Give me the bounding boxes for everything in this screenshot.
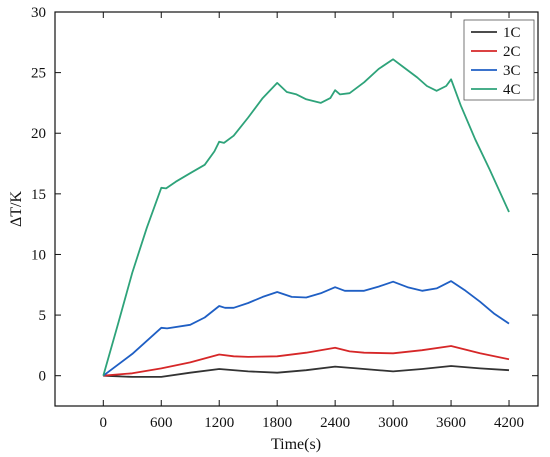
y-tick-label: 10 (31, 247, 46, 263)
series-lines (102, 58, 510, 378)
x-tick-label: 3600 (436, 415, 466, 431)
y-tick-label: 20 (31, 126, 46, 142)
legend-box (463, 19, 535, 101)
plot-area (54, 11, 539, 407)
x-tick-label: 0 (100, 415, 108, 431)
x-tick-label: 3000 (378, 415, 408, 431)
legend-label-4c: 4C (503, 82, 521, 98)
y-tick-label: 5 (39, 308, 47, 324)
legend: 1C 2C 3C 4C (463, 19, 535, 101)
legend-label-3c: 3C (503, 63, 521, 79)
y-axis-title: ΔT/K (8, 191, 25, 228)
x-tick-label: 2400 (320, 415, 350, 431)
x-tick-label: 4200 (494, 415, 524, 431)
legend-label-1c: 1C (503, 25, 521, 41)
axis-ticks: 0 600 1200 1800 2400 3000 3600 4200 0 5 10 15 20 25 30 (31, 5, 538, 431)
series-line-4c (102, 58, 510, 376)
x-tick-label: 1200 (204, 415, 234, 431)
x-tick-label: 1800 (262, 415, 292, 431)
x-axis-title: Time(s) (271, 436, 321, 453)
series-line-1c (103, 365, 510, 378)
y-tick-label: 15 (31, 187, 46, 203)
x-tick-label: 600 (150, 415, 173, 431)
y-tick-label: 25 (31, 66, 46, 82)
legend-label-2c: 2C (503, 44, 521, 60)
series-line-3c (102, 280, 510, 377)
y-tick-label: 0 (39, 369, 47, 385)
series-line-2c (103, 345, 510, 377)
y-tick-label: 30 (31, 5, 46, 21)
